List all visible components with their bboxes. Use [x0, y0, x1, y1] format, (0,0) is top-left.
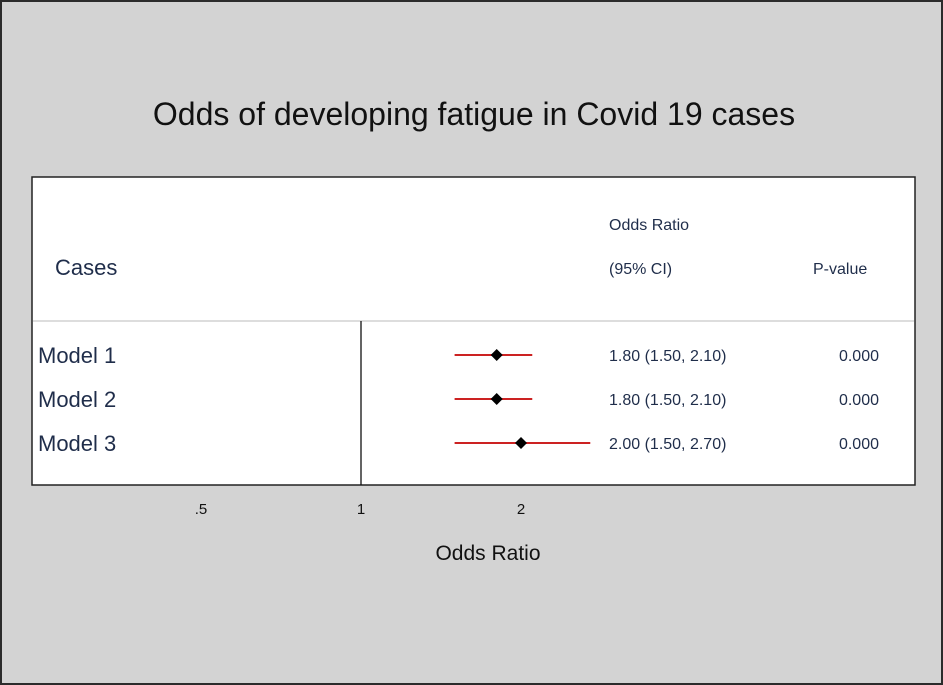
p-value: 0.000 — [839, 348, 879, 365]
row-label: Model 2 — [38, 387, 116, 412]
row-label: Model 3 — [38, 431, 116, 456]
x-axis-label: Odds Ratio — [435, 542, 540, 565]
plot-area — [31, 176, 916, 486]
x-tick-label: 2 — [517, 501, 525, 518]
or-point-marker — [490, 349, 503, 361]
p-value: 0.000 — [839, 436, 879, 453]
header-odds-ratio: Odds Ratio — [609, 217, 689, 234]
or-ci-value: 2.00 (1.50, 2.70) — [609, 436, 726, 453]
x-tick-label: 1 — [357, 501, 365, 518]
or-ci-value: 1.80 (1.50, 2.10) — [609, 392, 726, 409]
forest-marks — [360, 321, 591, 485]
header-p-value: P-value — [813, 261, 867, 278]
x-tick-label: .5 — [195, 501, 208, 518]
row-label: Model 1 — [38, 343, 116, 368]
header-ci: (95% CI) — [609, 261, 672, 278]
header-cases: Cases — [55, 255, 117, 280]
p-value: 0.000 — [839, 392, 879, 409]
chart-title: Odds of developing fatigue in Covid 19 c… — [153, 96, 795, 132]
or-point-marker — [490, 393, 503, 405]
or-ci-value: 1.80 (1.50, 2.10) — [609, 348, 726, 365]
or-point-marker — [515, 437, 527, 449]
